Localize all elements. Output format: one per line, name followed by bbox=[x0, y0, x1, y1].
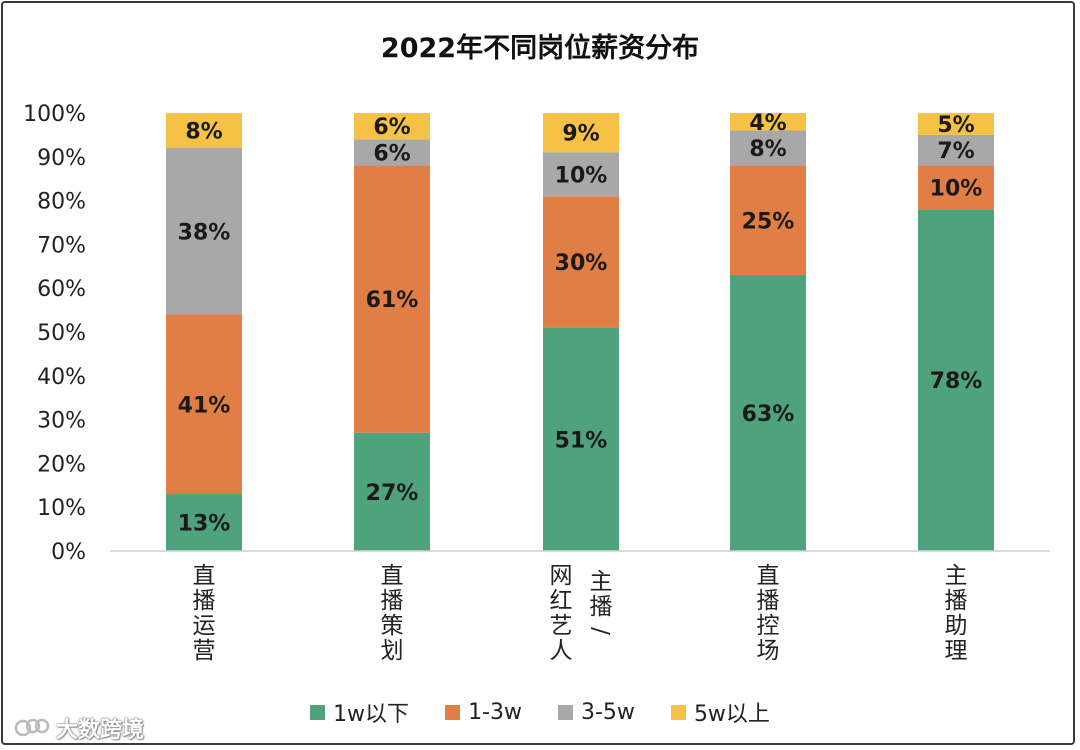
data-label: 13% bbox=[178, 512, 231, 537]
x-tick-label: 助 bbox=[945, 613, 968, 639]
x-tick-label: 直 bbox=[193, 563, 216, 589]
bar-segment bbox=[730, 113, 806, 131]
legend-item-1: 1w以下 bbox=[310, 696, 409, 728]
x-tick-label: 控 bbox=[757, 613, 780, 639]
bar-segment bbox=[543, 196, 619, 328]
bar-segment bbox=[730, 165, 806, 276]
legend-item-4: 5w以上 bbox=[670, 696, 770, 728]
bar-segment bbox=[166, 314, 242, 495]
legend-swatch-4 bbox=[670, 704, 686, 720]
x-tick-label: 营 bbox=[193, 638, 216, 664]
x-tick-label: 播 bbox=[590, 594, 613, 620]
y-tick-label: 40% bbox=[37, 365, 86, 390]
y-tick-label: 70% bbox=[37, 233, 86, 258]
bar-segment bbox=[354, 165, 430, 433]
x-tick-label: 直 bbox=[757, 563, 780, 589]
bar-segment bbox=[730, 130, 806, 166]
stacked-bar-chart: 0% 10% 20% 30% 40% 50% 60% 70% 80% 90% 100% 13% 41% 3… bbox=[23, 102, 1050, 664]
bar-segment bbox=[918, 165, 994, 210]
data-label: 10% bbox=[930, 176, 983, 201]
bar-segment bbox=[918, 113, 994, 135]
legend-label-3: 3-5w bbox=[581, 699, 635, 725]
data-label: 61% bbox=[366, 288, 419, 313]
legend-swatch-1 bbox=[310, 704, 326, 720]
legend-label-2: 1-3w bbox=[468, 699, 522, 725]
data-label: 10% bbox=[555, 163, 608, 188]
watermark-text: 大数跨境 bbox=[56, 718, 145, 743]
chart-legend: 1w以下 1-3w 3-5w 5w以上 bbox=[0, 696, 1080, 728]
data-label: 78% bbox=[930, 369, 983, 394]
x-tick-label: 艺 bbox=[550, 613, 573, 639]
data-label: 5% bbox=[937, 113, 974, 138]
chart-title: 2022年不同岗位薪资分布 bbox=[380, 33, 700, 64]
data-label: 63% bbox=[742, 402, 795, 427]
x-tick-label: 运 bbox=[193, 613, 216, 639]
data-label: 9% bbox=[562, 122, 599, 147]
x-tick-label: 播 bbox=[193, 588, 216, 614]
y-tick-label: 20% bbox=[37, 452, 86, 477]
y-tick-label: 60% bbox=[37, 277, 86, 302]
data-label: 25% bbox=[742, 209, 795, 234]
bar-segment bbox=[543, 152, 619, 197]
x-tick-label: 理 bbox=[945, 638, 968, 664]
x-tick-label: 人 bbox=[550, 638, 573, 664]
bar-segment bbox=[166, 494, 242, 551]
legend-item-3: 3-5w bbox=[558, 696, 635, 728]
data-label: 38% bbox=[178, 220, 231, 245]
x-tick-label: 播 bbox=[381, 588, 404, 614]
bar-segment bbox=[918, 134, 994, 166]
data-label: 30% bbox=[555, 251, 608, 276]
data-label: 51% bbox=[555, 428, 608, 453]
data-label: 4% bbox=[749, 111, 786, 136]
bar-segment bbox=[543, 327, 619, 551]
data-label: 27% bbox=[366, 481, 419, 506]
x-tick-label: 主 bbox=[945, 563, 968, 589]
y-tick-label: 80% bbox=[37, 190, 86, 215]
data-label: 8% bbox=[185, 120, 222, 145]
bar-segment bbox=[730, 275, 806, 551]
legend-label-4: 5w以上 bbox=[693, 702, 770, 727]
watermark: 大数跨境 bbox=[14, 712, 144, 744]
data-label: 6% bbox=[373, 141, 410, 166]
y-tick-label: 50% bbox=[37, 321, 86, 346]
x-tick-label: 场 bbox=[757, 638, 780, 664]
x-tick-label: / bbox=[587, 627, 613, 635]
x-tick-label: 策 bbox=[381, 613, 404, 639]
bar-segment bbox=[354, 432, 430, 551]
legend-swatch-3 bbox=[558, 704, 573, 720]
y-tick-label: 90% bbox=[37, 146, 86, 171]
data-label: 7% bbox=[937, 139, 974, 164]
watermark-logo-icon bbox=[14, 718, 50, 737]
x-tick-label: 直 bbox=[381, 563, 404, 589]
data-label: 6% bbox=[373, 115, 410, 140]
bar-segment bbox=[918, 209, 994, 552]
legend-label-1: 1w以下 bbox=[333, 702, 410, 727]
x-tick-label: 播 bbox=[945, 588, 968, 614]
x-tick-label: 播 bbox=[757, 588, 780, 614]
data-label: 8% bbox=[749, 137, 786, 162]
x-tick-label: 网 bbox=[550, 563, 573, 589]
y-tick-label: 0% bbox=[51, 540, 86, 565]
bar-segment bbox=[166, 148, 242, 315]
y-tick-label: 30% bbox=[37, 409, 86, 434]
y-tick-label: 10% bbox=[37, 496, 86, 521]
bar-segment bbox=[166, 113, 242, 149]
bar-segment bbox=[354, 113, 430, 140]
bar-segment bbox=[354, 139, 430, 166]
y-tick-label: 100% bbox=[23, 102, 86, 127]
legend-swatch-2 bbox=[445, 704, 461, 720]
legend-item-2: 1-3w bbox=[445, 696, 522, 728]
x-tick-label: 红 bbox=[550, 588, 573, 614]
bar-segment bbox=[543, 113, 619, 153]
data-label: 41% bbox=[178, 393, 231, 418]
x-tick-label: 主 bbox=[590, 569, 613, 595]
x-tick-label: 划 bbox=[381, 638, 404, 664]
